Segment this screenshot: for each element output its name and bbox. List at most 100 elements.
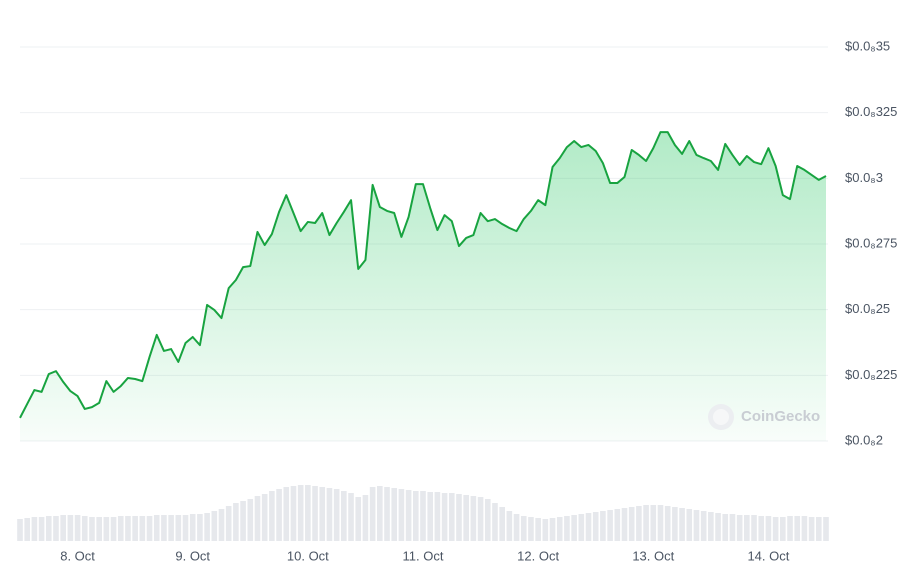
volume-bar [341, 491, 347, 541]
volume-bar [348, 493, 354, 541]
volume-bar [758, 516, 765, 541]
volume-bar [607, 510, 613, 541]
volume-bar [103, 517, 110, 541]
price-area [20, 132, 826, 441]
watermark-text: CoinGecko [741, 408, 820, 425]
x-tick-label: 10. Oct [287, 548, 329, 563]
volume-bar [132, 516, 138, 541]
x-tick-label: 14. Oct [747, 548, 789, 563]
volume-bar [391, 488, 398, 541]
volume-bar [319, 487, 326, 541]
volume-bar [153, 515, 160, 541]
y-tick-label: $0.0₈225 [845, 367, 897, 382]
volume-bar [67, 515, 74, 541]
volume-bar [96, 517, 102, 541]
volume-bar [333, 489, 340, 541]
volume-bar [470, 496, 477, 541]
volume-bar [326, 488, 333, 541]
volume-bar [664, 506, 671, 541]
volume-bars [17, 485, 829, 541]
x-tick-label: 11. Oct [403, 548, 444, 563]
volume-bar [484, 499, 491, 541]
volume-bar [823, 517, 829, 541]
volume-bar [815, 517, 822, 541]
volume-bar [204, 513, 210, 541]
volume-bar [398, 489, 405, 541]
volume-bar [168, 515, 174, 541]
volume-bar [74, 515, 81, 541]
y-tick-label: $0.0₈3 [845, 170, 883, 185]
x-tick-label: 8. Oct [60, 548, 95, 563]
volume-bar [146, 516, 153, 541]
volume-bar [801, 516, 808, 541]
volume-bar [463, 495, 469, 541]
volume-bar [808, 517, 815, 541]
volume-bar [420, 491, 426, 541]
volume-bar [240, 501, 246, 541]
volume-bar [17, 519, 23, 541]
volume-bar [161, 515, 167, 541]
x-tick-label: 9. Oct [175, 548, 210, 563]
volume-bar [729, 514, 736, 541]
volume-bar [261, 494, 268, 541]
volume-bar [571, 515, 577, 541]
volume-bar [564, 516, 570, 541]
volume-bar [700, 511, 707, 541]
volume-bar [81, 516, 88, 541]
volume-bar [477, 497, 484, 541]
volume-bar [636, 506, 642, 541]
volume-bar [578, 514, 585, 541]
volume-bar [182, 515, 189, 541]
volume-bar [53, 516, 59, 541]
volume-bar [362, 495, 369, 541]
volume-bar [686, 509, 693, 541]
volume-bar [89, 517, 95, 541]
volume-bar [218, 509, 225, 541]
volume-bar [621, 508, 628, 541]
volume-bar [535, 518, 541, 541]
volume-bar [297, 485, 304, 541]
volume-bar [290, 486, 297, 541]
volume-bar [715, 513, 721, 541]
plot [19, 131, 827, 441]
volume-bar [542, 519, 549, 541]
volume-bar [780, 517, 786, 541]
volume-bar [448, 493, 455, 541]
y-tick-label: $0.0₈2 [845, 432, 883, 447]
volume-bar [139, 516, 146, 541]
volume-bar [38, 517, 45, 541]
volume-bar [283, 487, 290, 541]
volume-bar [549, 518, 556, 541]
watermark: CoinGecko [708, 404, 820, 430]
volume-bar [31, 517, 38, 541]
volume-bar [247, 499, 254, 541]
volume-bar [24, 518, 31, 541]
volume-bar [693, 510, 700, 541]
volume-bar [225, 506, 232, 541]
volume-bar [592, 512, 599, 541]
volume-bar [772, 517, 779, 541]
price-line [19, 131, 827, 419]
volume-bar [643, 505, 649, 541]
volume-bar [456, 494, 462, 541]
volume-bar [175, 515, 182, 541]
volume-bar [369, 487, 376, 541]
volume-bar [722, 514, 729, 541]
volume-bar [441, 493, 448, 541]
volume-bar [628, 507, 635, 541]
volume-bar [520, 516, 527, 541]
volume-bar [197, 514, 203, 541]
volume-bar [585, 513, 592, 541]
volume-bar [384, 487, 390, 541]
volume-bar [506, 511, 513, 541]
volume-bar [657, 505, 664, 541]
y-tick-label: $0.0₈25 [845, 301, 890, 316]
volume-bar [556, 517, 563, 541]
x-tick-label: 12. Oct [517, 548, 559, 563]
volume-bar [45, 516, 52, 541]
volume-bar [765, 516, 772, 541]
volume-bar [276, 489, 282, 541]
y-tick-label: $0.0₈275 [845, 235, 897, 250]
volume-bar [513, 514, 520, 541]
